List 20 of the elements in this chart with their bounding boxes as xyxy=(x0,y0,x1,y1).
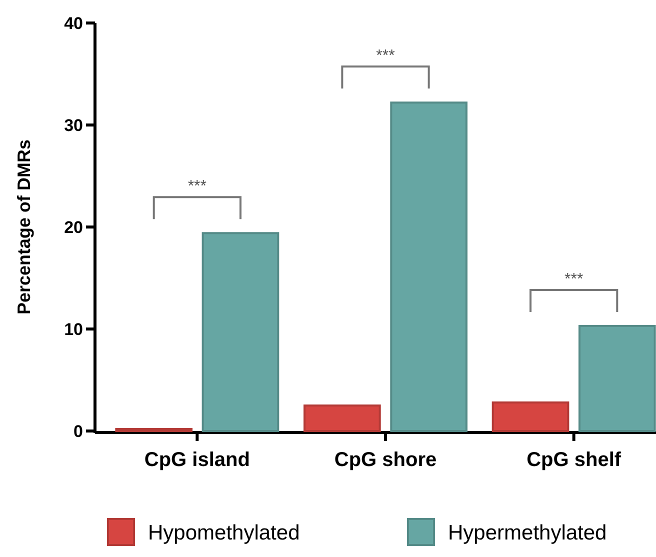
y-tick-label: 30 xyxy=(64,116,83,135)
bar xyxy=(578,324,656,432)
bar xyxy=(202,232,280,432)
y-tick-label: 40 xyxy=(64,14,83,33)
x-tick-label: CpG shelf xyxy=(526,449,622,471)
legend-label: Hypermethylated xyxy=(448,521,607,544)
bar xyxy=(115,428,193,432)
y-axis-title: Percentage of DMRs xyxy=(14,139,34,315)
annotation: *** xyxy=(376,48,395,65)
y-tick-label: 0 xyxy=(74,422,83,441)
bar xyxy=(492,401,570,432)
annotation: *** xyxy=(564,270,584,288)
bar xyxy=(304,404,381,432)
y-tick-label: 20 xyxy=(64,218,83,237)
bar xyxy=(390,102,468,432)
y-tick-label: 10 xyxy=(64,320,83,339)
legend-label: Hypomethylated xyxy=(148,521,300,544)
annotation: *** xyxy=(188,178,207,196)
x-tick-label: CpG shore xyxy=(334,449,437,471)
x-tick-label: CpG island xyxy=(144,449,250,471)
